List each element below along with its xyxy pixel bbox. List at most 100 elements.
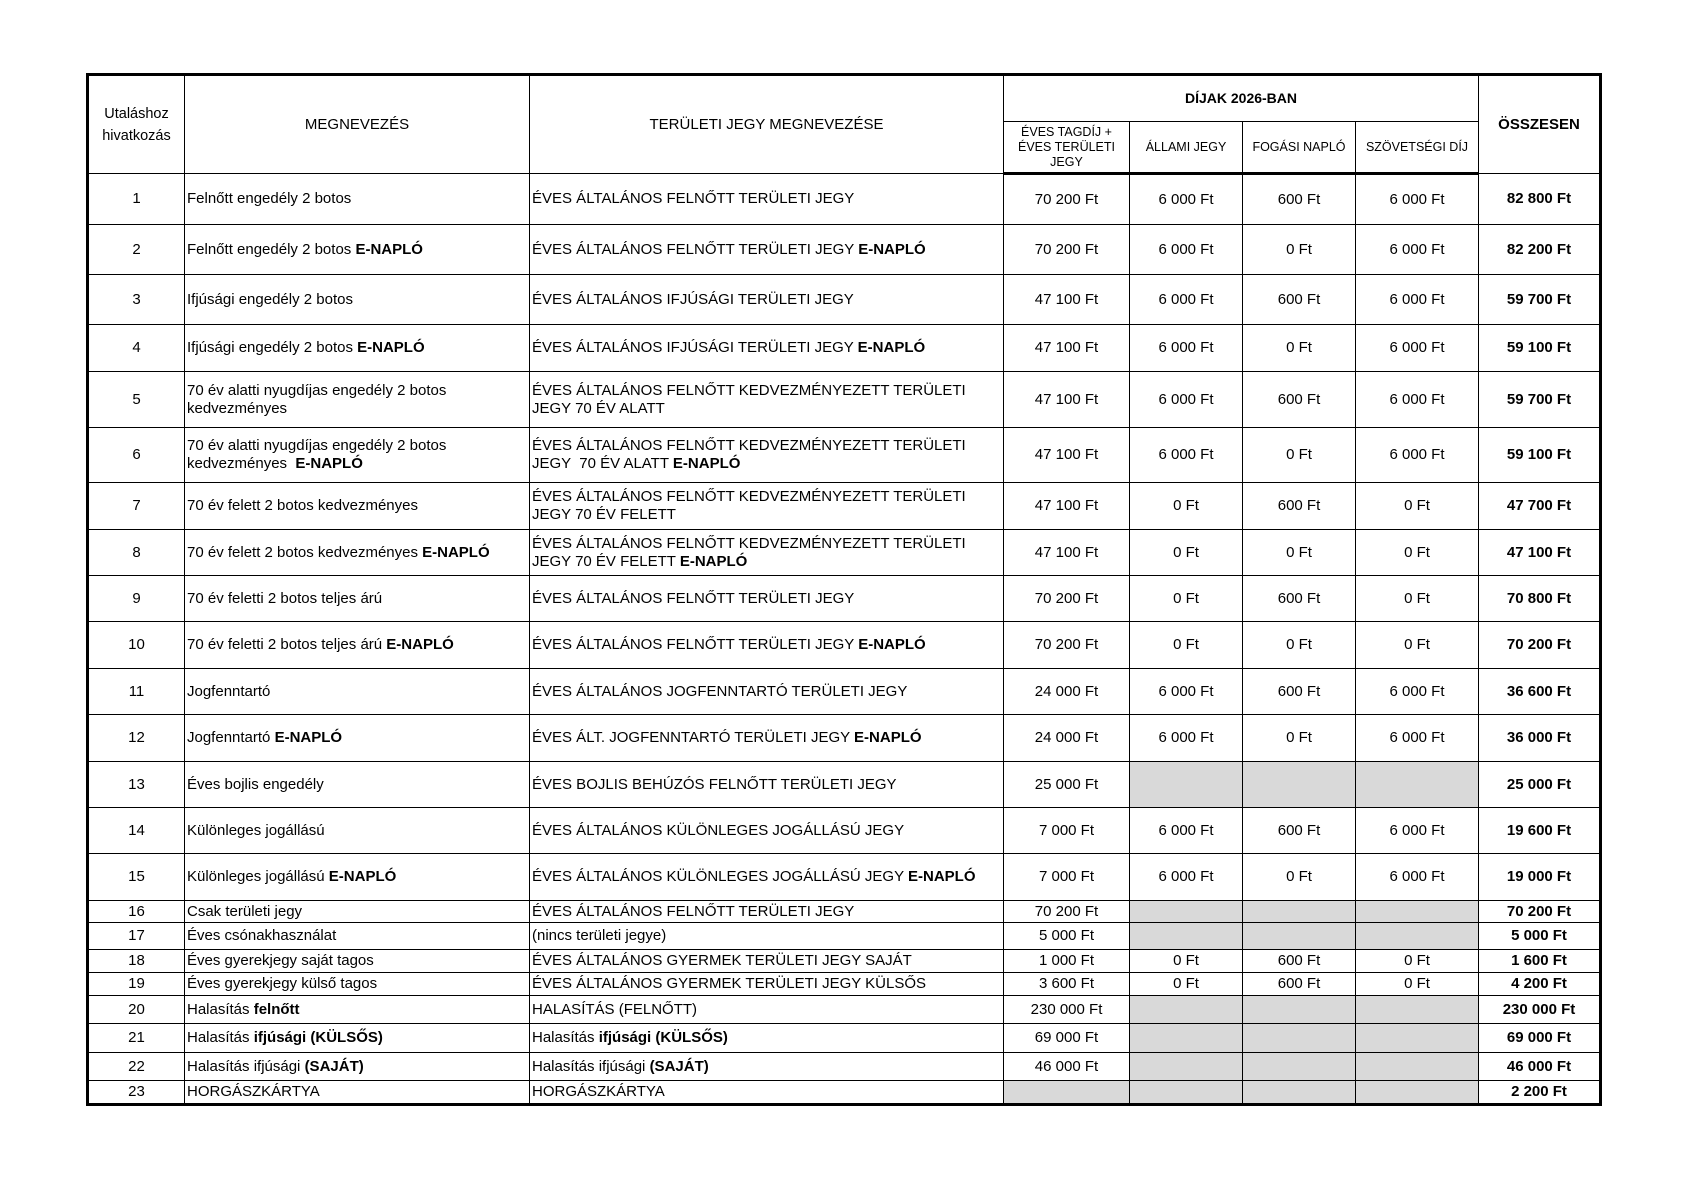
fee-cell: 600 Ft [1242,949,1356,973]
table-row: 21 Halasítás ifjúsági (KÜLSŐS) Halasítás i… [87,1023,1601,1053]
fee-cell: 600 Ft [1242,482,1356,530]
ref-cell: 5 [87,371,185,428]
ref-cell: 9 [87,575,185,622]
total-cell: 59 100 Ft [1478,427,1601,483]
fee-cell: 0 Ft [1129,972,1243,996]
ticket-text: HALASÍTÁS (FELNŐTT) [532,1000,698,1018]
ticket-cell: ÉVES ÁLTALÁNOS FELNŐTT KEDVEZMÉNYEZETT T… [529,529,1004,576]
fee-cell: 24 000 Ft [1003,714,1130,762]
ticket-text: E-NAPLÓ [672,455,741,472]
header-fee-federation: SZÖVETSÉGI DÍJ [1355,121,1479,175]
name-cell: 70 év felett 2 botos kedvezményes E-NAPL… [184,529,530,576]
header-row: Utaláshoz hivatkozás MEGNEVEZÉS TERÜLETI… [87,74,1601,174]
fee-cell: 70 200 Ft [1003,621,1130,669]
ticket-text: ÉVES ÁLTALÁNOS FELNŐTT TERÜLETI JEGY [532,589,855,607]
fee-cell: 6 000 Ft [1355,807,1479,854]
total-cell: 19 000 Ft [1478,853,1601,901]
total-cell: 5 000 Ft [1478,922,1601,950]
header-total: ÖSSZESEN [1478,74,1601,174]
name-cell: Különleges jogállású [184,807,530,854]
name-text: Csak területi jegy [187,902,303,920]
fee-cell [1003,1080,1130,1105]
fee-cell: 6 000 Ft [1355,714,1479,762]
table-row: 13 Éves bojlis engedély ÉVES BOJLIS BEHÚZÓ… [87,761,1601,808]
fee-cell: 0 Ft [1355,621,1479,669]
name-cell: Halasítás ifjúsági (KÜLSŐS) [184,1023,530,1053]
fee-cell: 47 100 Ft [1003,274,1130,325]
fee-cell [1355,995,1479,1024]
name-text: Éves gyerekjegy saját tagos [187,952,374,969]
total-cell: 1 600 Ft [1478,949,1601,973]
fee-cell: 6 000 Ft [1129,224,1243,275]
fee-cell: 0 Ft [1129,949,1243,973]
fee-cell: 47 100 Ft [1003,427,1130,483]
total-cell: 69 000 Ft [1478,1023,1601,1053]
fee-cell: 24 000 Ft [1003,668,1130,715]
name-text: Éves csónakhasználat [187,927,337,944]
ticket-text: ÉVES ÁLTALÁNOS GYERMEK TERÜLETI JEGY KÜL… [532,975,927,992]
fee-cell: 70 200 Ft [1003,173,1130,225]
name-text: Különleges jogállású [187,868,329,885]
total-cell: 36 000 Ft [1478,714,1601,762]
fee-cell: 46 000 Ft [1003,1052,1130,1081]
name-cell: Különleges jogállású E-NAPLÓ [184,853,530,901]
fee-cell: 0 Ft [1355,482,1479,530]
fee-cell: 25 000 Ft [1003,761,1130,808]
table-row: 23 HORGÁSZKÁRTYA HORGÁSZKÁRTYA 2 200 Ft [87,1080,1601,1105]
name-cell: 70 év alatti nyugdíjas engedély 2 botos … [184,427,530,483]
ticket-text: ÉVES ÁLTALÁNOS FELNŐTT KEDVEZMÉNYEZETT T… [532,488,970,523]
ticket-cell: ÉVES ÁLTALÁNOS IFJÚSÁGI TERÜLETI JEGY [529,274,1004,325]
fee-cell: 600 Ft [1242,173,1356,225]
fee-cell: 69 000 Ft [1003,1023,1130,1053]
ref-cell: 3 [87,274,185,325]
fee-cell: 5 000 Ft [1003,922,1130,950]
fee-cell [1355,922,1479,950]
total-cell: 230 000 Ft [1478,995,1601,1024]
name-cell: 70 év feletti 2 botos teljes árú [184,575,530,622]
ticket-text: (nincs területi jegye) [532,927,667,944]
name-text: felnőtt [253,1000,300,1018]
fee-cell: 0 Ft [1129,575,1243,622]
fee-cell: 0 Ft [1242,224,1356,275]
table-row: 17 Éves csónakhasználat (nincs területi je… [87,922,1601,950]
table-row: 14 Különleges jogállású ÉVES ÁLTALÁNOS KÜL… [87,807,1601,854]
fee-cell: 600 Ft [1242,575,1356,622]
fee-table: Utaláshoz hivatkozás MEGNEVEZÉS TERÜLETI… [86,73,1602,1106]
table-row: 8 70 év felett 2 botos kedvezményes E-NAP… [87,529,1601,576]
ticket-cell: ÉVES ÁLTALÁNOS FELNŐTT TERÜLETI JEGY E-N… [529,224,1004,275]
total-cell: 25 000 Ft [1478,761,1601,808]
ticket-text: ÉVES BOJLIS BEHÚZÓS FELNŐTT TERÜLETI JEG… [532,775,897,793]
name-text: Különleges jogállású [187,821,325,839]
ticket-cell: ÉVES ÁLTALÁNOS KÜLÖNLEGES JOGÁLLÁSÚ JEGY… [529,853,1004,901]
ticket-cell: Halasítás ifjúsági (SAJÁT) [529,1052,1004,1081]
fee-cell [1355,900,1479,923]
ticket-cell: ÉVES ÁLTALÁNOS FELNŐTT TERÜLETI JEGY [529,900,1004,923]
table-row: 6 70 év alatti nyugdíjas engedély 2 botos… [87,427,1601,483]
name-text: E-NAPLÓ [295,455,363,472]
fee-cell: 0 Ft [1129,621,1243,669]
table-row: 5 70 év alatti nyugdíjas engedély 2 botos… [87,371,1601,428]
name-text: (SAJÁT) [304,1057,364,1075]
fee-cell: 600 Ft [1242,807,1356,854]
name-text: 70 év feletti 2 botos teljes árú [187,589,383,607]
fee-cell: 6 000 Ft [1129,714,1243,762]
fee-cell: 0 Ft [1355,529,1479,576]
ticket-text: ÉVES ÁLTALÁNOS IFJÚSÁGI TERÜLETI JEGY [532,290,854,308]
fee-cell [1242,995,1356,1024]
fee-cell: 6 000 Ft [1129,807,1243,854]
ref-cell: 10 [87,621,185,669]
total-cell: 46 000 Ft [1478,1052,1601,1081]
ticket-text: ÉVES ÁLTALÁNOS FELNŐTT KEDVEZMÉNYEZETT T… [532,534,970,570]
name-cell: Csak területi jegy [184,900,530,923]
ticket-cell: ÉVES ÁLTALÁNOS FELNŐTT KEDVEZMÉNYEZETT T… [529,427,1004,483]
fee-cell: 6 000 Ft [1355,274,1479,325]
fee-cell: 0 Ft [1355,972,1479,996]
ticket-cell: ÉVES ÁLTALÁNOS GYERMEK TERÜLETI JEGY SAJ… [529,949,1004,973]
table-row: 2 Felnőtt engedély 2 botos E-NAPLÓ ÉVES ÁL… [87,224,1601,275]
ref-cell: 2 [87,224,185,275]
fee-cell: 6 000 Ft [1129,853,1243,901]
name-text: Halasítás ifjúsági [187,1057,305,1075]
name-cell: Jogfenntartó [184,668,530,715]
name-text: ifjúsági (KÜLSŐS) [253,1029,383,1046]
name-text: Jogfenntartó [187,682,271,700]
